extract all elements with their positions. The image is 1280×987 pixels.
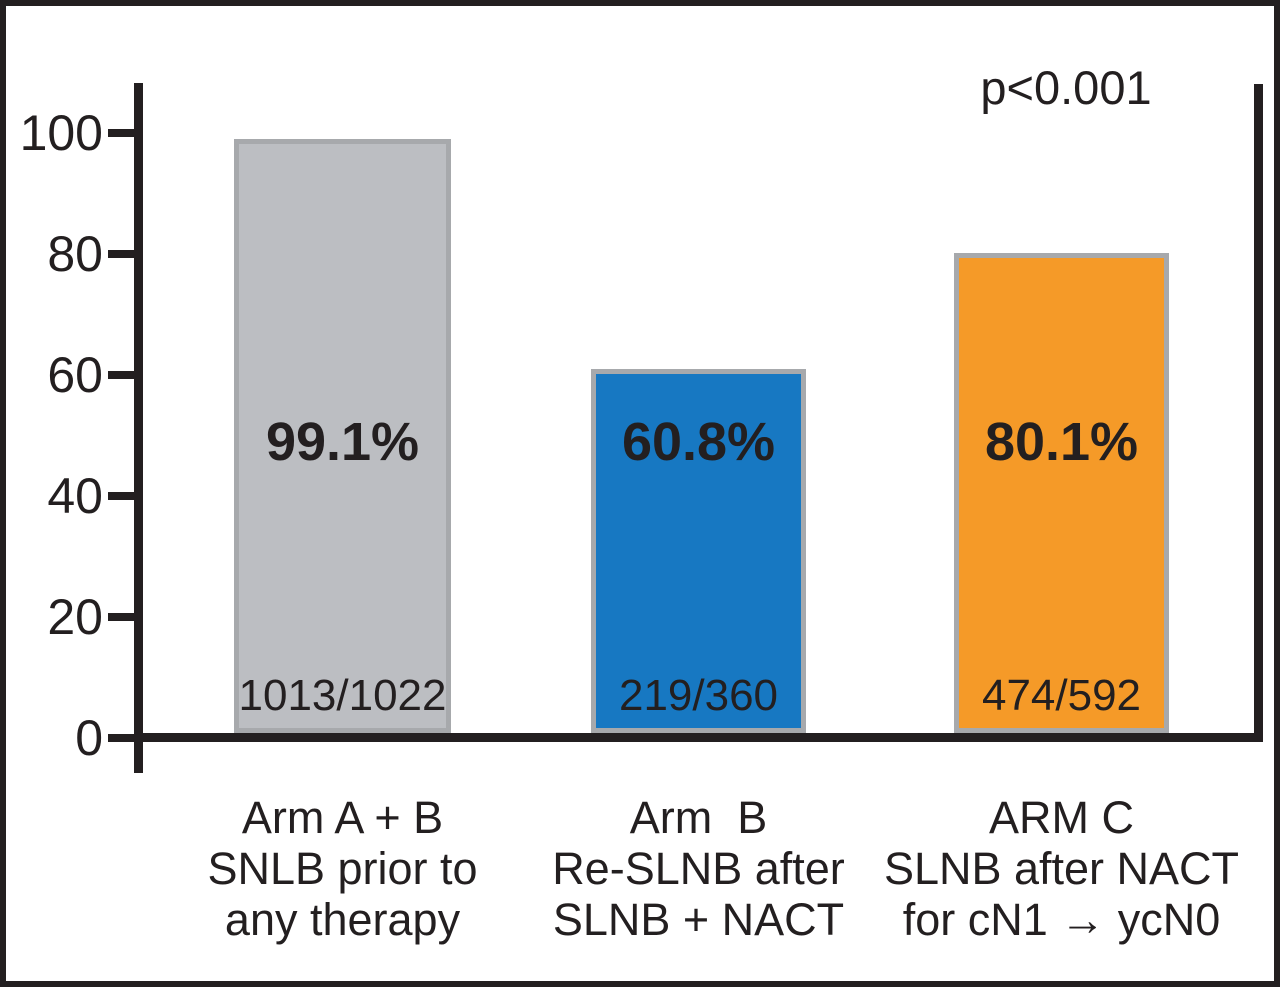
y-tick-label: 20: [47, 588, 103, 645]
bar-fraction-label: 219/360: [618, 671, 779, 720]
x-label-line: ARM C: [989, 792, 1134, 843]
x-label-line: for cN1 → ycN0: [902, 894, 1221, 945]
y-tick-mark: [108, 249, 134, 258]
x-axis-label-arm-b: Arm B Re-SLNB after SLNB + NACT: [499, 792, 899, 945]
bar-arm-a-b: [234, 139, 451, 733]
y-tick-mark: [108, 612, 134, 621]
y-tick-mark: [108, 370, 134, 379]
y-tick-label: 80: [47, 225, 103, 282]
y-tick-label: 40: [47, 467, 103, 524]
p-value-label: p<0.001: [980, 61, 1152, 114]
y-tick-mark: [108, 491, 134, 500]
bar-percent-label: 80.1%: [984, 412, 1139, 472]
x-axis-label-arm-c: ARM C SLNB after NACT for cN1 → ycN0: [862, 792, 1262, 945]
x-label-line: Arm A + B: [241, 792, 444, 843]
y-axis-line: [134, 83, 143, 773]
y-tick-label: 60: [47, 346, 103, 403]
x-label-line: Arm B: [629, 792, 768, 843]
y-tick-mark: [108, 733, 134, 742]
x-label-line: SLNB after NACT: [883, 843, 1240, 894]
right-axis-line: [1254, 84, 1263, 742]
x-label-line: SNLB prior to: [207, 843, 478, 894]
y-tick-label: 0: [75, 709, 103, 766]
y-tick-mark: [108, 129, 134, 137]
bar-fraction-label: 1013/1022: [238, 671, 447, 720]
bar-percent-label: 60.8%: [621, 412, 776, 472]
x-axis-label-arm-a-b: Arm A + B SNLB prior to any therapy: [143, 792, 543, 945]
x-label-line: Re-SLNB after: [552, 843, 845, 894]
bar-arm-b: [591, 369, 806, 733]
x-axis-line: [134, 733, 1263, 742]
x-label-line: any therapy: [224, 894, 461, 945]
bar-percent-label: 99.1%: [265, 412, 420, 472]
bar-fraction-label: 474/592: [981, 671, 1142, 720]
bar-arm-c: [954, 253, 1169, 733]
x-label-line: SLNB + NACT: [552, 894, 845, 945]
y-tick-label: 100: [19, 105, 103, 161]
